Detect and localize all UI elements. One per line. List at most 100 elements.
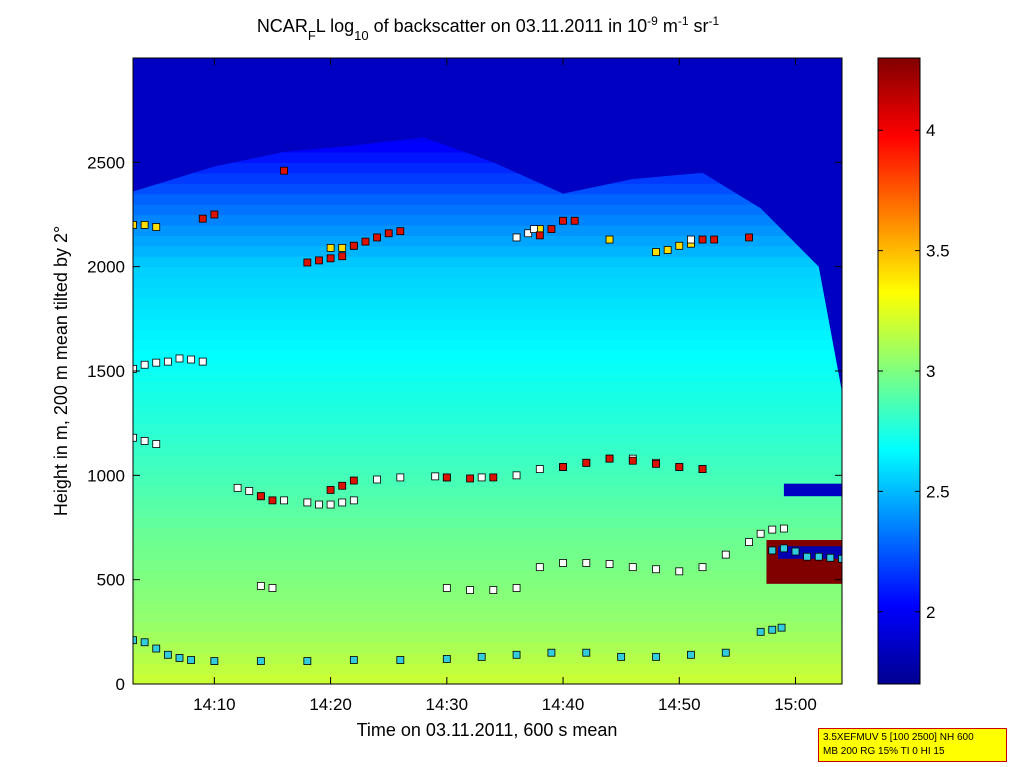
layer-460-point <box>442 584 451 592</box>
layer-900-red-point <box>268 496 277 505</box>
info-line-2: MB 200 RG 15% TI 0 HI 15 <box>823 746 945 757</box>
layer-2200-red-point <box>396 227 405 236</box>
colorbar-tick-label: 2.5 <box>926 482 950 501</box>
layer-2200-red-point <box>315 256 323 265</box>
layer-900-point <box>233 483 242 492</box>
layer-550-point <box>745 538 753 547</box>
heatmap-band <box>133 579 842 591</box>
y-tick-label: 0 <box>116 675 125 694</box>
x-tick-label: 15:00 <box>774 695 817 714</box>
ground-layer-point <box>140 638 149 647</box>
heatmap-band <box>133 444 842 456</box>
heatmap-band <box>133 266 842 278</box>
layer-2200-red-point <box>280 166 288 175</box>
heatmap-band <box>133 339 842 351</box>
ground-layer-point <box>152 644 161 653</box>
layer-2200-red-point <box>210 210 219 219</box>
layer-1500-point <box>140 360 149 369</box>
layer-1500-point <box>198 357 207 366</box>
layer-900-red-point <box>652 459 660 468</box>
heatmap-band <box>133 371 842 383</box>
layer-2200-red-point <box>361 237 370 246</box>
ground-layer-point <box>652 652 660 661</box>
layer-2200-red-point <box>373 233 381 242</box>
layer-550-point <box>582 559 591 567</box>
cloud-base-point <box>803 552 812 561</box>
heatmap-band <box>133 621 842 633</box>
heatmap-band <box>133 224 842 236</box>
layer-2200-white-point <box>530 225 538 234</box>
y-tick-label: 1500 <box>87 362 125 381</box>
layer-900-red-point <box>326 486 335 494</box>
y-tick-label: 2000 <box>87 258 125 277</box>
layer-900-red-point <box>698 465 707 473</box>
layer-550-point <box>698 563 707 572</box>
layer-900-red-point <box>466 474 474 483</box>
chart-title: NCARFL log10 of backscatter on 03.11.201… <box>257 14 720 43</box>
heatmap-band <box>133 235 842 247</box>
layer-2200-yellow-point <box>140 221 149 229</box>
cloud-base-point <box>756 627 765 636</box>
colorbar-tick-label: 4 <box>926 121 935 140</box>
layer-550-point <box>559 559 567 567</box>
colorbar <box>877 57 921 685</box>
layer-550-point <box>535 563 544 572</box>
ground-layer-point <box>721 648 730 657</box>
layer-2200-red-point <box>710 235 719 244</box>
info-line-1: 3.5XEFMUV 5 [100 2500] NH 600 <box>823 732 974 743</box>
heatmap-band <box>133 496 842 508</box>
heatmap-area <box>133 58 842 684</box>
layer-2200-red-point <box>547 225 556 234</box>
heatmap-band <box>133 297 842 309</box>
heatmap-band <box>133 402 842 414</box>
heatmap-band <box>133 277 842 289</box>
layer-550-point <box>628 563 637 572</box>
layer-550-point <box>652 565 660 574</box>
heatmap-band <box>133 610 842 622</box>
layer-2200-red-point <box>535 231 544 240</box>
layer-550-point <box>768 525 777 534</box>
layer-900-red-point <box>489 473 498 482</box>
cloud-base-point <box>826 553 835 562</box>
heatmap-band <box>133 590 842 602</box>
layer-2200-yellow-point <box>652 248 660 256</box>
heatmap-band <box>133 360 842 372</box>
heatmap-band <box>133 600 842 612</box>
layer-2200-white-point <box>687 235 695 244</box>
heatmap-band <box>133 204 842 216</box>
layer-900-point <box>280 496 288 505</box>
layer-550-point <box>756 529 765 538</box>
heatmap-band <box>133 214 842 226</box>
layer-900-red-point <box>582 458 591 467</box>
heatmap-band <box>133 287 842 299</box>
ground-layer-point <box>396 656 405 664</box>
ground-layer-point <box>547 648 556 657</box>
layer-2200-red-point <box>326 254 335 263</box>
colorbar-tick-label: 2 <box>926 603 935 622</box>
layer-460-point <box>489 586 498 594</box>
layer-900-red-point <box>256 492 265 501</box>
heatmap-band <box>133 183 842 195</box>
y-axis-label: Height in m, 200 m mean tilted by 2° <box>51 226 71 516</box>
heatmap-band <box>133 652 842 664</box>
layer-900-point <box>512 471 521 480</box>
heatmap-band <box>133 172 842 184</box>
layer-2200-yellow-point <box>605 235 614 244</box>
ground-layer-point <box>349 656 358 664</box>
layer-1500-point <box>163 357 172 366</box>
layer-1150-point <box>133 433 137 442</box>
heatmap-band <box>133 329 842 341</box>
layer-900-point <box>315 500 323 509</box>
layer-2200-yellow-point <box>133 221 137 229</box>
heatmap-band <box>133 464 842 476</box>
ground-layer-point <box>582 648 591 657</box>
heatmap-band <box>133 245 842 257</box>
ground-layer-point <box>256 657 265 665</box>
cloud-base-point <box>768 625 777 634</box>
layer-900-point <box>349 496 358 505</box>
heatmap-band <box>133 162 842 174</box>
ground-layer-point <box>210 657 219 665</box>
ground-layer-point <box>303 657 312 665</box>
layer-2200-yellow-point <box>675 241 684 250</box>
layer-2200-red-point <box>570 216 579 225</box>
